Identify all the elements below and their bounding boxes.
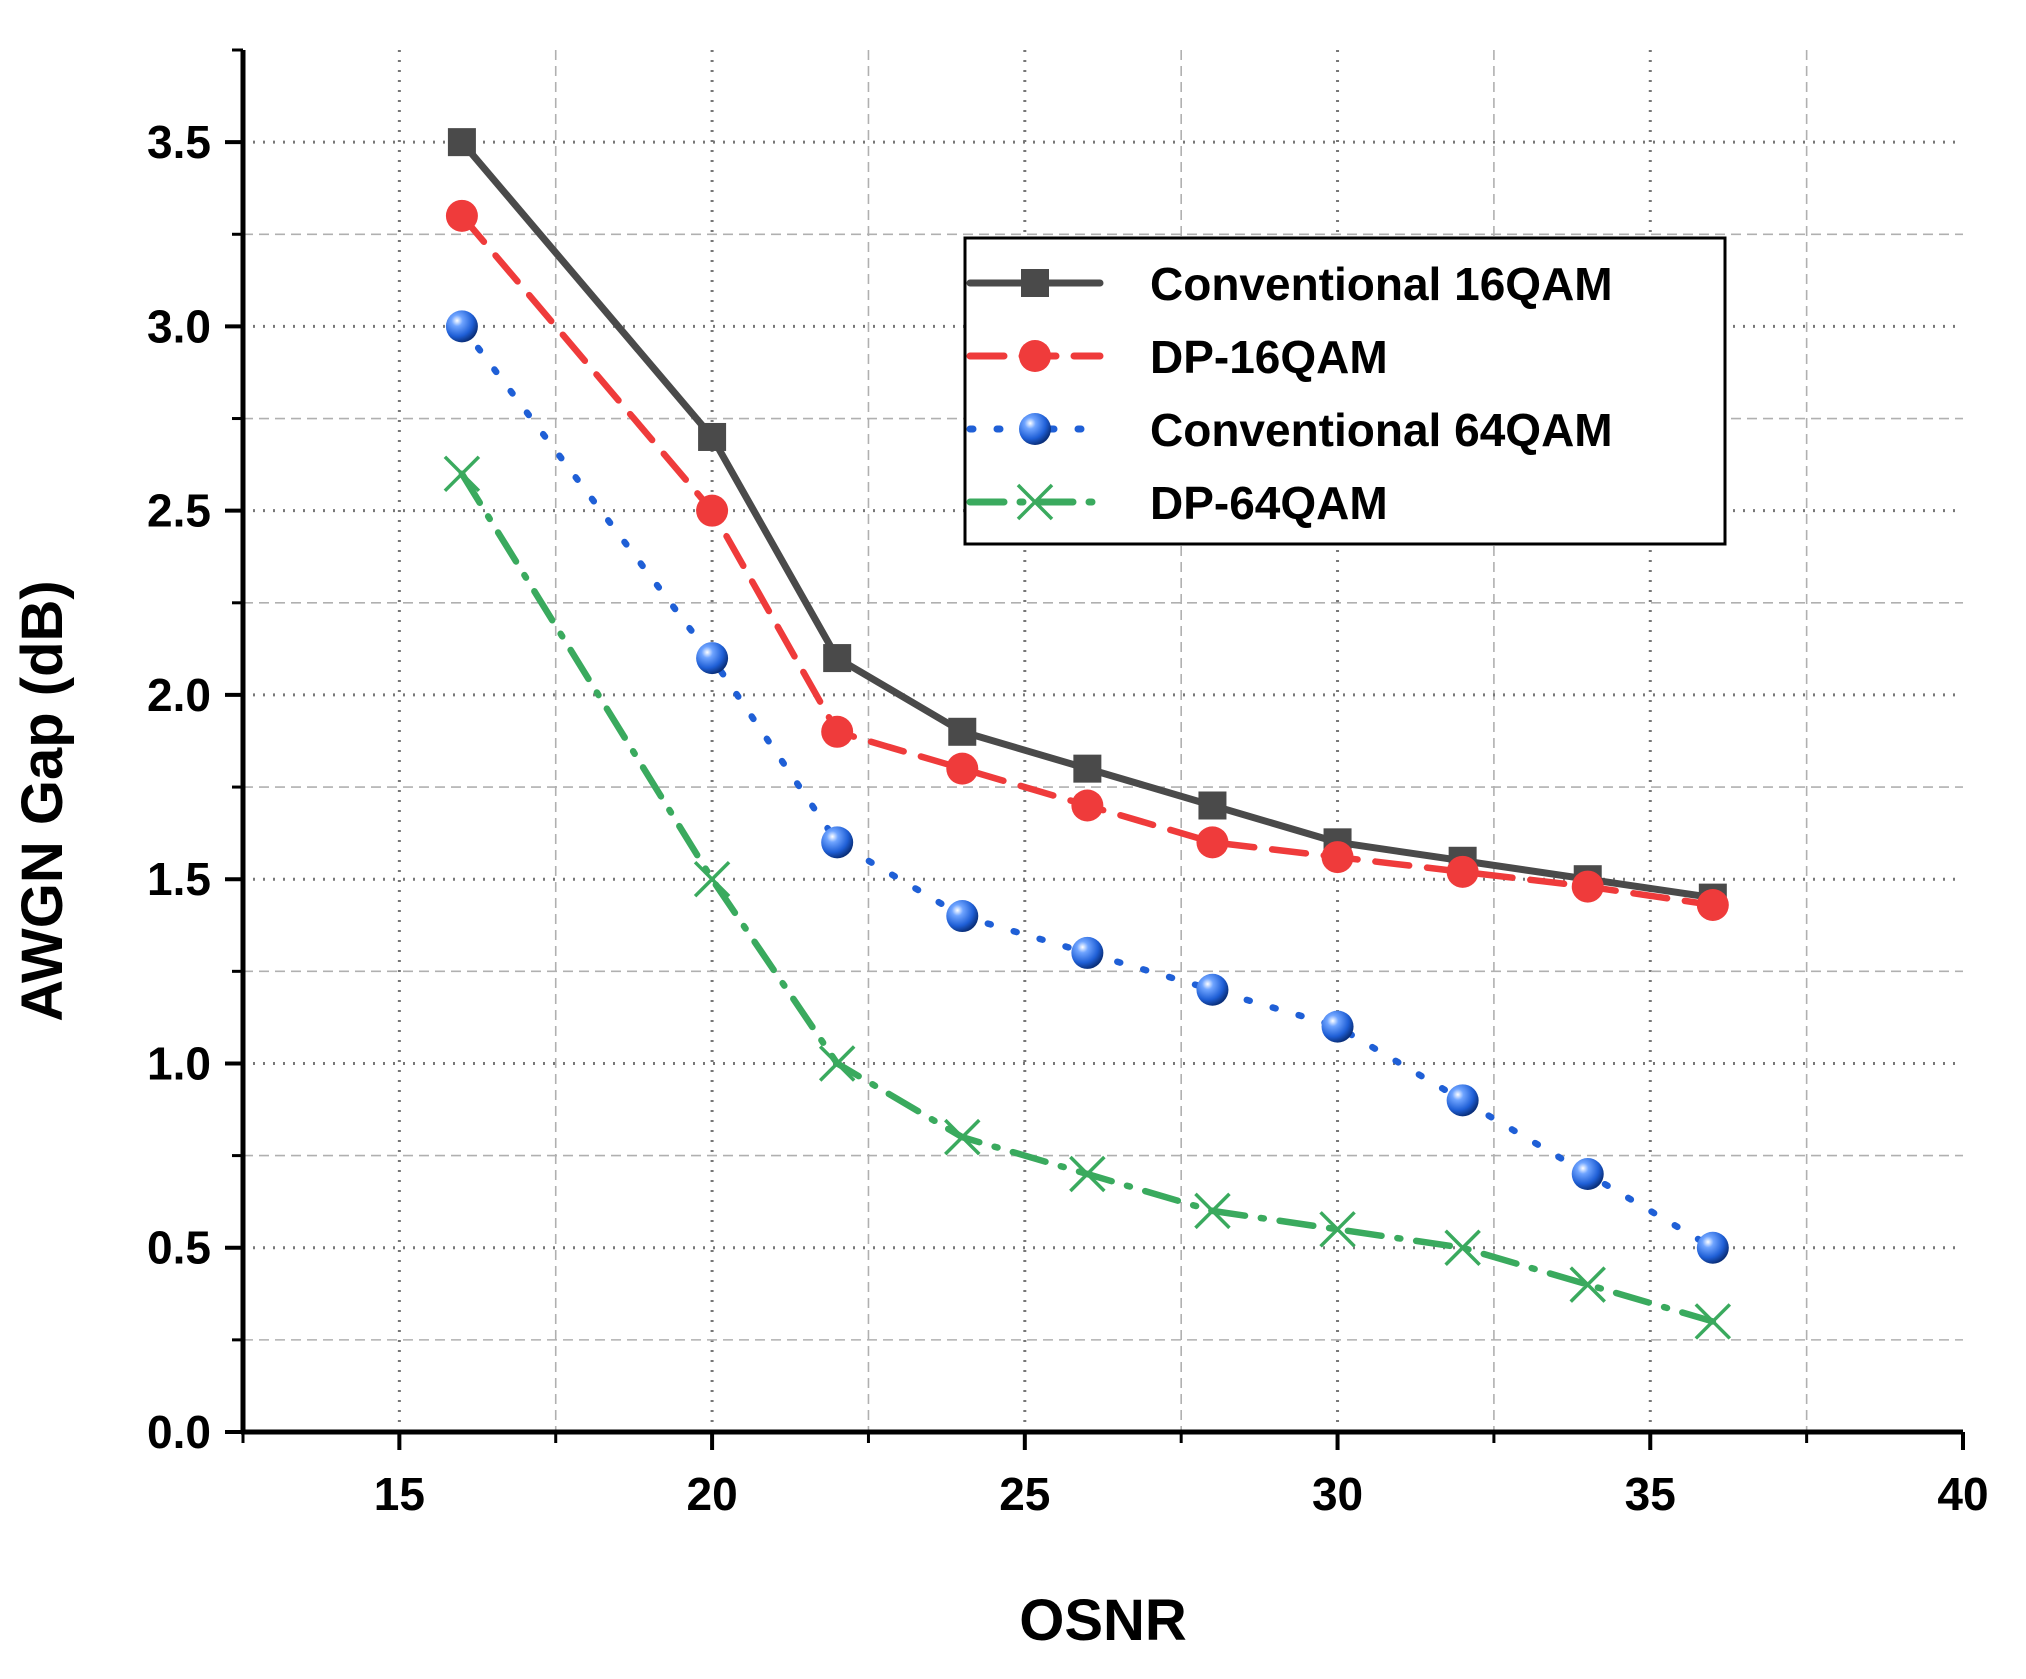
axes: 15 20 25 30 35 40 0.0 0.5 1.0 1.5 2.0 2.5 3.0 3.5 — [147, 48, 1989, 1520]
point-dp16 — [1696, 888, 1729, 921]
point-dp16 — [445, 199, 478, 232]
series-dp16 — [445, 199, 1729, 921]
x-tick-label: 40 — [1937, 1468, 1988, 1520]
point-dp16 — [1321, 841, 1354, 874]
point-dp64 — [1444, 1229, 1481, 1266]
y-tick-label: 3.0 — [147, 300, 211, 352]
y-tick-label: 1.0 — [147, 1037, 211, 1089]
point-dp16 — [1571, 870, 1604, 903]
point-conv16 — [1198, 791, 1227, 820]
point-dp64 — [443, 455, 481, 493]
legend-label: DP-16QAM — [1150, 331, 1388, 383]
legend-swatch-marker — [1019, 340, 1051, 372]
point-conv64 — [1571, 1158, 1604, 1191]
series-dp64 — [443, 455, 1732, 1340]
y-tick-label: 0.5 — [147, 1222, 211, 1274]
point-conv16 — [1073, 754, 1102, 783]
point-conv16 — [948, 717, 977, 746]
point-conv64 — [445, 310, 478, 343]
x-tick-label: 35 — [1625, 1468, 1676, 1520]
point-dp16 — [946, 752, 979, 785]
y-tick-label: 1.5 — [147, 853, 211, 905]
point-dp64 — [1694, 1303, 1732, 1340]
x-tick-label: 25 — [999, 1468, 1050, 1520]
legend-label: Conventional 16QAM — [1150, 258, 1613, 310]
legend-item-dp16: DP-16QAM — [966, 331, 1388, 383]
legend-label: Conventional 64QAM — [1150, 404, 1613, 456]
series-line-dp16 — [458, 212, 1717, 909]
point-conv16 — [447, 128, 476, 157]
point-dp16 — [696, 494, 729, 527]
point-conv16 — [823, 644, 852, 673]
point-conv64 — [1696, 1231, 1729, 1264]
point-conv16 — [698, 422, 727, 451]
x-tick-label: 30 — [1312, 1468, 1363, 1520]
point-dp16 — [1446, 855, 1479, 888]
point-conv64 — [946, 900, 979, 933]
series-line-conv16 — [458, 138, 1717, 902]
point-dp64 — [693, 860, 731, 898]
legend-item-dp64: DP-64QAM — [966, 477, 1388, 529]
y-tick-label: 3.5 — [147, 116, 211, 168]
legend-label: DP-64QAM — [1150, 477, 1388, 529]
point-dp64 — [944, 1118, 981, 1156]
point-dp16 — [1196, 826, 1229, 859]
point-dp64 — [1069, 1155, 1106, 1193]
point-dp16 — [821, 715, 854, 748]
legend-swatch-marker — [1016, 483, 1054, 521]
point-conv64 — [696, 642, 729, 675]
point-dp64 — [818, 1045, 856, 1082]
y-tick-label: 2.0 — [147, 669, 211, 721]
legend-swatch-marker — [1021, 269, 1049, 297]
x-axis-title: OSNR — [1019, 1588, 1187, 1653]
point-conv64 — [821, 826, 854, 859]
y-tick-label: 0.0 — [147, 1406, 211, 1458]
point-dp16 — [1071, 789, 1104, 822]
legend-item-conv16: Conventional 16QAM — [966, 258, 1613, 310]
data-series — [443, 128, 1732, 1340]
point-conv64 — [1446, 1084, 1479, 1117]
series-line-dp64 — [458, 470, 1717, 1325]
legend-box — [963, 236, 1727, 546]
legend-item-conv64: Conventional 64QAM — [966, 404, 1613, 456]
y-axis-title: AWGN Gap (dB) — [10, 580, 75, 1021]
point-conv64 — [1196, 973, 1229, 1006]
legend: Conventional 16QAM DP-16QAM Conventional 6… — [963, 236, 1727, 546]
y-tick-label: 2.5 — [147, 485, 211, 537]
point-conv64 — [1321, 1010, 1354, 1043]
series-conv64 — [445, 310, 1729, 1264]
point-dp64 — [1569, 1266, 1606, 1303]
x-tick-label: 15 — [374, 1468, 425, 1520]
point-dp64 — [1319, 1211, 1356, 1248]
x-tick-label: 20 — [687, 1468, 738, 1520]
point-dp64 — [1194, 1192, 1231, 1230]
legend-swatch-marker — [1019, 413, 1051, 445]
point-conv64 — [1071, 936, 1104, 969]
